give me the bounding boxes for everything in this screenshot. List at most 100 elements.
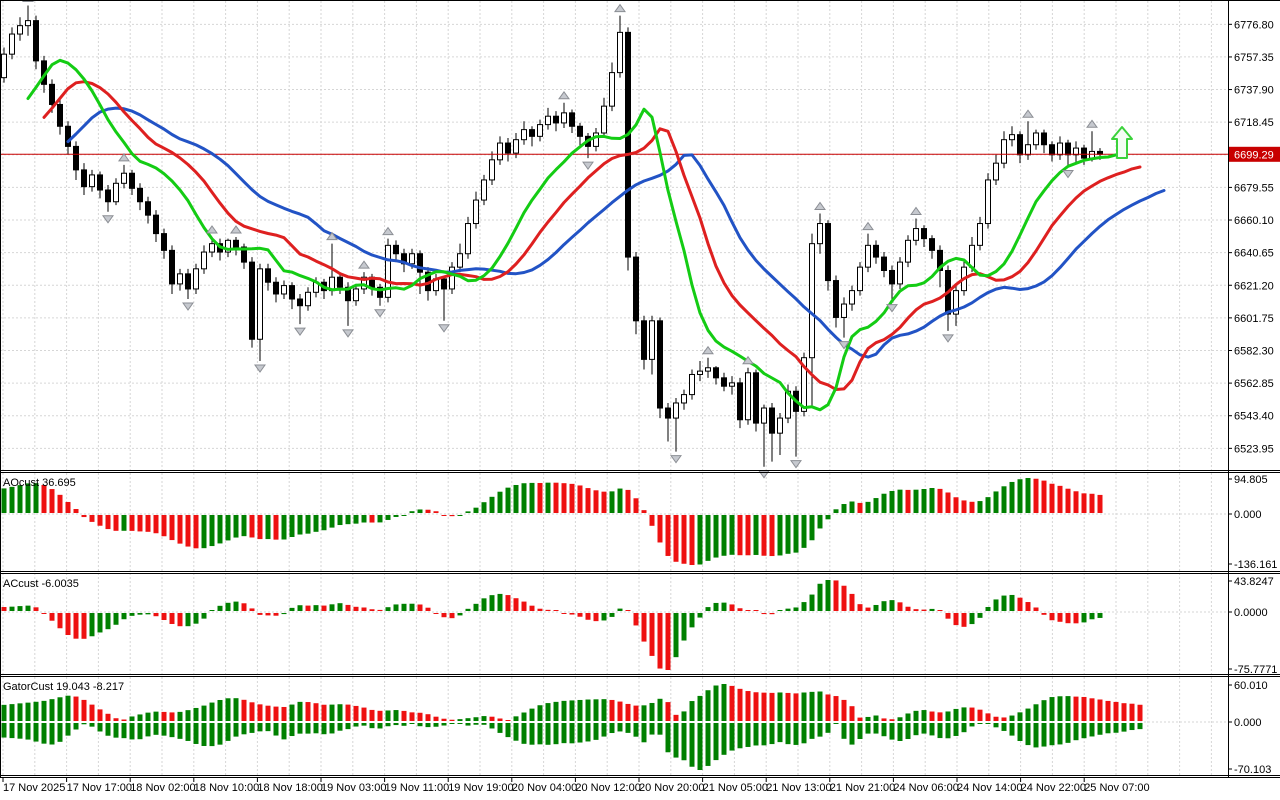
histogram-bar: [945, 492, 951, 513]
histogram-bar: [241, 603, 247, 611]
histogram-bar: [601, 491, 607, 513]
histogram-bar: [569, 700, 575, 721]
candle-body: [97, 174, 103, 191]
histogram-bar: [425, 607, 431, 611]
histogram-bar: [817, 515, 823, 529]
fractal-up-icon: [814, 201, 826, 210]
alligator-lips-line: [26, 58, 1126, 412]
histogram-bar: [601, 699, 607, 721]
histogram-bar: [929, 723, 935, 736]
histogram-bar: [625, 489, 631, 513]
histogram-bar: [1, 488, 7, 513]
candle-body: [641, 320, 647, 360]
candle: [721, 372, 727, 392]
histogram-bar: [17, 606, 23, 611]
candle: [905, 235, 911, 268]
histogram-bar: [321, 515, 327, 531]
histogram-bar: [49, 613, 55, 621]
histogram-bar: [833, 723, 839, 724]
histogram-bar: [721, 684, 727, 721]
histogram-bar: [1057, 613, 1063, 622]
candle-body: [761, 407, 767, 424]
histogram-bar: [145, 723, 151, 737]
candle-body: [857, 266, 863, 292]
histogram-bar: [385, 515, 391, 520]
candle: [865, 233, 871, 273]
candle: [145, 196, 151, 224]
histogram-bar: [361, 515, 367, 523]
candle: [89, 169, 95, 192]
histogram-bar: [185, 613, 191, 627]
histogram-bar: [1009, 594, 1015, 611]
histogram-bar: [369, 515, 375, 523]
histogram-bar: [73, 509, 79, 513]
candle: [913, 218, 919, 246]
histogram-bar: [137, 613, 143, 615]
histogram-bar: [953, 613, 959, 626]
histogram-bar: [801, 602, 807, 611]
candle: [97, 171, 103, 199]
candle: [121, 164, 127, 189]
histogram-bar: [673, 613, 679, 658]
time-axis-label: 17 Nov 17:00: [67, 782, 132, 794]
histogram-bar: [569, 723, 575, 744]
histogram-bar: [697, 515, 703, 565]
time-axis-label: 21 Nov 05:00: [703, 782, 768, 794]
histogram-bar: [553, 723, 559, 745]
histogram-bar: [353, 515, 359, 524]
histogram-bar: [185, 515, 191, 547]
histogram-bar: [777, 610, 783, 611]
histogram-bar: [289, 607, 295, 611]
candle: [609, 62, 615, 112]
candle: [649, 315, 655, 375]
histogram-bar: [97, 613, 103, 633]
histogram-bar: [401, 603, 407, 611]
time-axis-label: 25 Nov 07:00: [1084, 782, 1149, 794]
gator-pane-title: GatorCust 19.043 -8.217: [3, 681, 124, 693]
histogram-bar: [577, 613, 583, 617]
histogram-bar: [121, 723, 127, 739]
histogram-bar: [265, 705, 271, 721]
candle-body: [81, 169, 87, 188]
histogram-bar: [433, 613, 439, 614]
candle-body: [33, 20, 39, 62]
histogram-bar: [465, 718, 471, 721]
candle-body: [897, 261, 903, 285]
candle-body: [553, 115, 559, 124]
histogram-bar: [81, 699, 87, 721]
histogram-bar: [657, 613, 663, 669]
histogram-bar: [841, 585, 847, 611]
candle: [689, 369, 695, 400]
histogram-bar: [961, 613, 967, 627]
histogram-bar: [649, 723, 655, 735]
histogram-bar: [1025, 708, 1031, 721]
candle-body: [49, 83, 55, 105]
candle-body: [721, 377, 727, 387]
histogram-bar: [473, 507, 479, 513]
histogram-bar: [929, 711, 935, 721]
histogram-bar: [857, 723, 863, 739]
candle-body: [121, 172, 127, 184]
histogram-bar: [649, 702, 655, 721]
histogram-bar: [625, 703, 631, 721]
candle: [129, 169, 135, 196]
histogram-bar: [1105, 700, 1111, 721]
histogram-bar: [777, 723, 783, 743]
histogram-bar: [873, 604, 879, 611]
histogram-bar: [545, 482, 551, 513]
histogram-bar: [385, 607, 391, 611]
candle: [809, 233, 815, 407]
histogram-bar: [713, 685, 719, 721]
price-axis-label: 6621.20: [1234, 280, 1274, 292]
histogram-bar: [769, 692, 775, 721]
candle: [897, 257, 903, 289]
histogram-bar: [233, 698, 239, 721]
candle: [81, 163, 87, 196]
histogram-bar: [265, 723, 271, 732]
histogram-bar: [985, 606, 991, 611]
candle: [185, 268, 191, 300]
histogram-bar: [473, 723, 479, 725]
candle-body: [145, 201, 151, 216]
histogram-bar: [369, 709, 375, 721]
